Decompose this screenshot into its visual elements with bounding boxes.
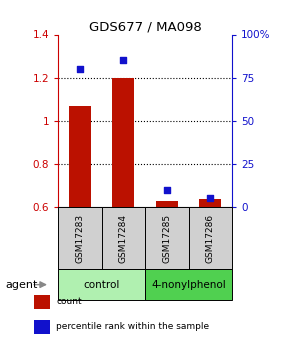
Bar (69, 106, 90, 336)
Text: count: count (56, 297, 82, 306)
Bar (145, 207, 188, 269)
Text: GSM17285: GSM17285 (162, 214, 171, 263)
Text: 4-nonylphenol: 4-nonylphenol (151, 280, 226, 289)
Text: percentile rank within the sample: percentile rank within the sample (56, 323, 209, 332)
Bar (58, 207, 102, 269)
Bar (200, 199, 221, 336)
Bar (188, 207, 232, 269)
Title: GDS677 / MA098: GDS677 / MA098 (89, 20, 201, 33)
Bar (34, 320, 50, 334)
Text: GSM17283: GSM17283 (75, 214, 84, 263)
Bar (113, 78, 134, 336)
Point (121, 58, 126, 63)
Bar (58, 269, 145, 300)
Text: agent: agent (6, 280, 38, 289)
Text: GSM17286: GSM17286 (206, 214, 215, 263)
Point (164, 187, 169, 193)
Point (208, 196, 213, 201)
Text: control: control (83, 280, 120, 289)
Bar (145, 269, 232, 300)
Bar (156, 200, 177, 336)
Text: GSM17284: GSM17284 (119, 214, 128, 263)
Point (77, 66, 82, 72)
Bar (34, 295, 50, 309)
Bar (102, 207, 145, 269)
